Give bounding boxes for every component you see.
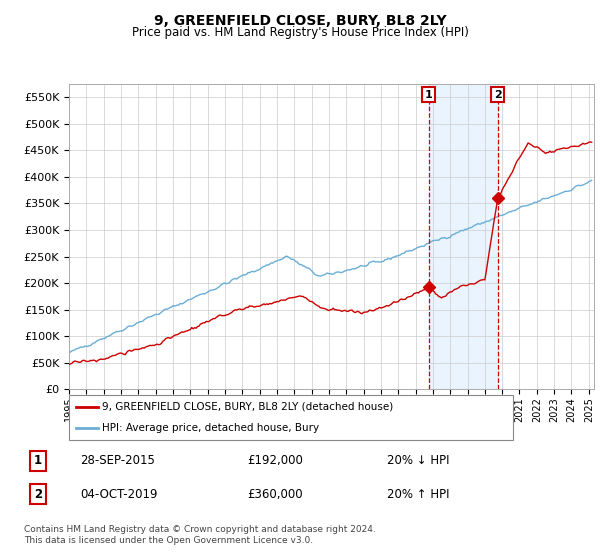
Text: £360,000: £360,000 bbox=[247, 488, 303, 501]
Text: 1: 1 bbox=[34, 454, 42, 467]
Text: HPI: Average price, detached house, Bury: HPI: Average price, detached house, Bury bbox=[102, 422, 319, 432]
Text: 04-OCT-2019: 04-OCT-2019 bbox=[80, 488, 157, 501]
Text: Price paid vs. HM Land Registry's House Price Index (HPI): Price paid vs. HM Land Registry's House … bbox=[131, 26, 469, 39]
Text: 2: 2 bbox=[494, 90, 502, 100]
Text: 28-SEP-2015: 28-SEP-2015 bbox=[80, 454, 155, 467]
Text: 20% ↓ HPI: 20% ↓ HPI bbox=[387, 454, 449, 467]
Text: Contains HM Land Registry data © Crown copyright and database right 2024.
This d: Contains HM Land Registry data © Crown c… bbox=[24, 525, 376, 545]
Text: 2: 2 bbox=[34, 488, 42, 501]
Text: 1: 1 bbox=[425, 90, 433, 100]
FancyBboxPatch shape bbox=[69, 395, 513, 440]
Text: 20% ↑ HPI: 20% ↑ HPI bbox=[387, 488, 449, 501]
Bar bbox=[428, 84, 498, 389]
Text: 9, GREENFIELD CLOSE, BURY, BL8 2LY: 9, GREENFIELD CLOSE, BURY, BL8 2LY bbox=[154, 14, 446, 28]
Text: 9, GREENFIELD CLOSE, BURY, BL8 2LY (detached house): 9, GREENFIELD CLOSE, BURY, BL8 2LY (deta… bbox=[102, 402, 394, 412]
Text: £192,000: £192,000 bbox=[247, 454, 303, 467]
